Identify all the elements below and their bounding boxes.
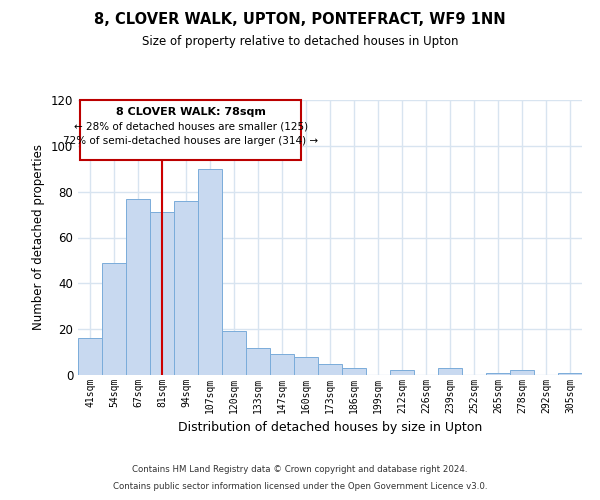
Text: Contains public sector information licensed under the Open Government Licence v3: Contains public sector information licen… bbox=[113, 482, 487, 491]
Bar bbox=[510, 370, 534, 375]
Bar bbox=[342, 368, 366, 375]
Y-axis label: Number of detached properties: Number of detached properties bbox=[32, 144, 45, 330]
Bar bbox=[294, 356, 318, 375]
Bar bbox=[246, 348, 270, 375]
Bar bbox=[150, 212, 174, 375]
Bar bbox=[318, 364, 342, 375]
Bar bbox=[438, 368, 462, 375]
Bar bbox=[198, 169, 222, 375]
Bar bbox=[78, 338, 102, 375]
X-axis label: Distribution of detached houses by size in Upton: Distribution of detached houses by size … bbox=[178, 422, 482, 434]
Bar bbox=[222, 332, 246, 375]
Text: 72% of semi-detached houses are larger (314) →: 72% of semi-detached houses are larger (… bbox=[63, 136, 319, 145]
Bar bbox=[270, 354, 294, 375]
Text: ← 28% of detached houses are smaller (125): ← 28% of detached houses are smaller (12… bbox=[74, 122, 308, 132]
Bar bbox=[102, 262, 126, 375]
Bar bbox=[174, 201, 198, 375]
Text: Contains HM Land Registry data © Crown copyright and database right 2024.: Contains HM Land Registry data © Crown c… bbox=[132, 465, 468, 474]
Bar bbox=[390, 370, 414, 375]
FancyBboxPatch shape bbox=[80, 100, 301, 160]
Text: 8, CLOVER WALK, UPTON, PONTEFRACT, WF9 1NN: 8, CLOVER WALK, UPTON, PONTEFRACT, WF9 1… bbox=[94, 12, 506, 28]
Text: Size of property relative to detached houses in Upton: Size of property relative to detached ho… bbox=[142, 35, 458, 48]
Bar bbox=[126, 198, 150, 375]
Bar bbox=[486, 372, 510, 375]
Text: 8 CLOVER WALK: 78sqm: 8 CLOVER WALK: 78sqm bbox=[116, 107, 266, 117]
Bar bbox=[558, 372, 582, 375]
